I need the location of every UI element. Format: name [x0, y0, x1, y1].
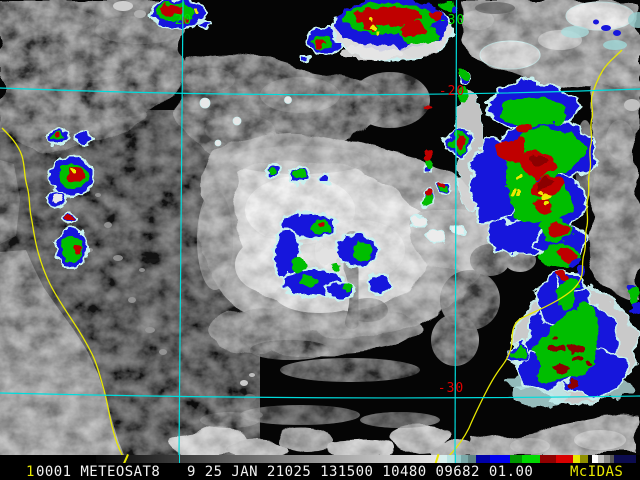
convection-bottomright-system	[506, 271, 640, 407]
grid-line-lat-30s	[0, 392, 640, 399]
convection-cells-west	[47, 128, 95, 269]
coastline-southeast-africa	[449, 49, 623, 455]
lon-label-30: -30	[439, 13, 465, 28]
colorbar-segment	[592, 455, 598, 463]
grid-mark-west	[179, 454, 180, 464]
convection-top-band	[150, 0, 459, 63]
grid-line-lat-20s	[0, 87, 640, 96]
status-bar: 1 0001 METEOSAT8 9 25 JAN 21025 131500 1…	[0, 463, 640, 480]
colorbar-segment	[540, 455, 556, 463]
lat-label-30: -30	[438, 381, 464, 396]
coastline-southwest-africa	[1, 127, 123, 455]
colorbar-segment	[510, 455, 522, 463]
grid-line-lon-east	[454, 0, 458, 455]
cloud-field-north	[177, 52, 430, 163]
lon-label-20: -20	[166, 13, 192, 28]
colorbar-segment	[476, 455, 490, 463]
colorbar-segment	[610, 455, 614, 463]
colorbar-segment	[490, 455, 510, 463]
colorbar-segment	[588, 455, 592, 463]
colorbar-segment	[598, 455, 604, 463]
colorbar-grayscale	[96, 455, 440, 463]
cloud-mass-topleft	[0, 0, 185, 149]
colorbar-segment	[614, 455, 636, 463]
colorbar-segment	[522, 455, 540, 463]
grid-line-lon-west	[178, 0, 184, 455]
convection-right-complex	[425, 68, 597, 276]
colorbar-segment	[604, 455, 610, 463]
lat-label-20: -20	[439, 84, 465, 99]
grid-mark-east	[455, 454, 456, 464]
colorbar-segment	[556, 455, 573, 463]
stratus-deck	[0, 160, 124, 455]
satellite-image: -20 -30 -20 -30	[0, 0, 640, 455]
colorbar-segment	[454, 455, 461, 463]
colorbar-segment	[468, 455, 476, 463]
colorbar-segment	[440, 455, 447, 463]
image-info-text: 0001 METEOSAT8 9 25 JAN 21025 131500 104…	[36, 464, 534, 480]
colorbar-segment	[573, 455, 580, 463]
convection-cyclone-hook	[263, 151, 466, 301]
cloud-strip-east	[575, 86, 640, 300]
enhancement-colorbar	[0, 453, 640, 465]
colorbar-segment	[461, 455, 468, 463]
colorbar-segment	[636, 455, 640, 463]
cloud-field-northeast	[460, 0, 640, 89]
colorbar-segment	[447, 455, 454, 463]
colorbar-segment	[580, 455, 588, 463]
frame-number: 1	[26, 464, 35, 480]
mcidas-label: McIDAS	[570, 464, 624, 480]
